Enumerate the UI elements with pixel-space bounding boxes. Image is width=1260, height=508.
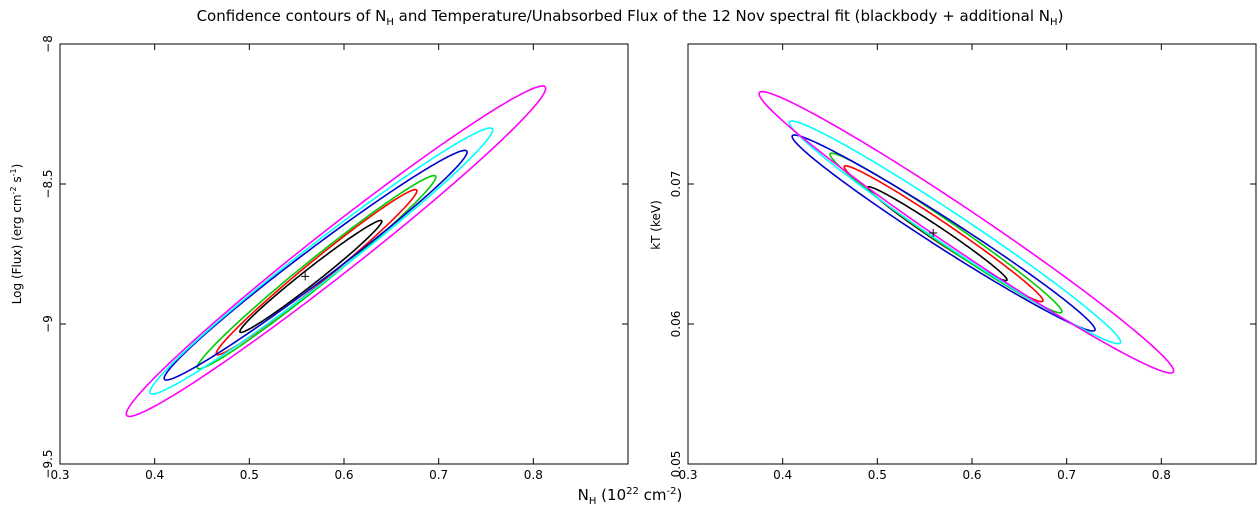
right-contour-4: [791, 134, 1096, 332]
right-x-tick-label: 0.5: [868, 468, 887, 482]
right-y-tick-label: 0.07: [669, 171, 683, 198]
left-contour-4: [163, 149, 468, 381]
right-contour-3: [829, 152, 1063, 314]
left-contour-3: [196, 174, 437, 370]
right-contour-2: [843, 164, 1044, 303]
left-contour-1: [239, 219, 383, 334]
left-y-tick-label: −9.5: [41, 449, 55, 478]
left-ticks: 0.3 0.4 0.5 0.6 0.7 0.8 −9.5 −9 −8.5 −8: [41, 35, 628, 482]
right-panel: 0.3 0.4 0.5 0.6 0.7 0.8 0.05 0.06 0.07 kT (keV): [649, 43, 1257, 482]
right-best-fit-marker: [929, 229, 938, 237]
figure-title: Confidence contours of NH and Temperatur…: [197, 7, 1064, 28]
right-x-tick-label: 0.8: [1152, 468, 1171, 482]
left-x-tick-label: 0.6: [334, 468, 353, 482]
left-best-fit-marker: [301, 272, 310, 281]
left-x-tick-label: 0.8: [524, 468, 543, 482]
right-y-tick-label: 0.05: [669, 451, 683, 478]
right-contour-6: [758, 90, 1175, 374]
right-plot-frame: [687, 43, 1257, 465]
right-ticks: 0.3 0.4 0.5 0.6 0.7 0.8 0.05 0.06 0.07: [669, 44, 1256, 482]
left-y-axis-label: Log (Flux) (erg cm-2 s-1): [9, 164, 24, 305]
left-contours: [125, 85, 547, 418]
left-x-tick-label: 0.4: [145, 468, 164, 482]
left-y-tick-label: −9: [41, 315, 55, 333]
left-plot-frame: [59, 43, 629, 465]
left-x-tick-label: 0.5: [240, 468, 259, 482]
right-y-axis-label: kT (keV): [649, 200, 663, 250]
left-panel: 0.3 0.4 0.5 0.6 0.7 0.8 −9.5 −9 −8.5 −8 Log (Flux…: [9, 35, 629, 482]
left-y-tick-label: −8.5: [41, 169, 55, 198]
left-x-tick-label: 0.3: [50, 468, 69, 482]
left-contour-5: [149, 127, 494, 395]
left-contour-6: [125, 85, 547, 418]
right-y-tick-label: 0.06: [669, 311, 683, 338]
x-axis-label: NH (1022 cm-2): [578, 486, 683, 507]
right-x-tick-label: 0.3: [678, 468, 697, 482]
left-x-tick-label: 0.7: [429, 468, 448, 482]
right-x-tick-label: 0.4: [773, 468, 792, 482]
right-x-tick-label: 0.7: [1057, 468, 1076, 482]
left-y-tick-label: −8: [41, 35, 55, 53]
right-contours: [758, 90, 1175, 374]
right-x-tick-label: 0.6: [962, 468, 981, 482]
